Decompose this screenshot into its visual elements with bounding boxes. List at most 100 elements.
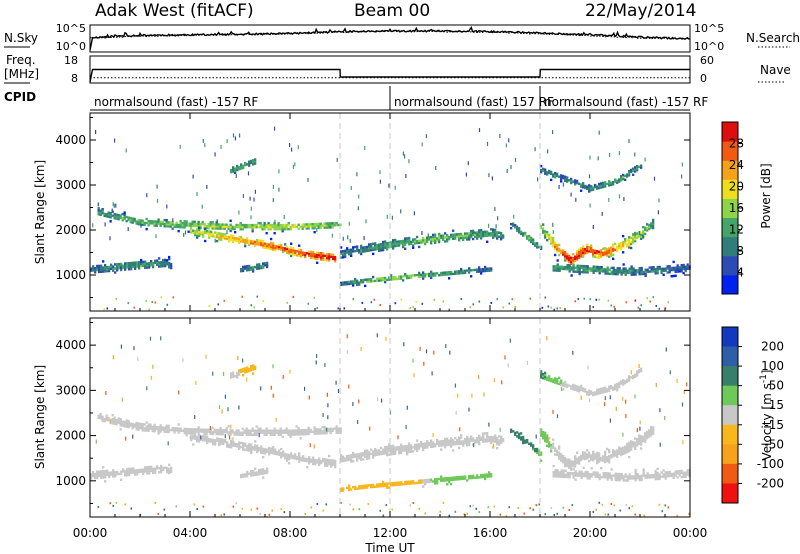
echo-cell	[652, 476, 655, 479]
echo-cell	[103, 214, 106, 217]
echo-cell	[102, 268, 105, 271]
echo-cell	[96, 268, 99, 272]
echo-cell	[596, 461, 599, 465]
echo-cell	[185, 224, 188, 227]
echo-cell	[586, 457, 589, 460]
echo-cell	[342, 487, 345, 490]
echo-cell	[552, 236, 555, 240]
echo-cell	[618, 180, 621, 183]
echo-cell	[380, 277, 383, 280]
echo-cell	[254, 244, 257, 248]
echo-cell	[412, 446, 415, 449]
echo-cell	[500, 439, 503, 442]
echo-cell	[108, 269, 111, 273]
echo-cell	[686, 469, 689, 472]
colorbar-swatch	[722, 405, 738, 426]
echo-cell	[215, 430, 218, 434]
echo-cell	[278, 449, 281, 452]
echo-cell	[179, 226, 182, 229]
echo-cell	[221, 227, 224, 230]
echo-cell	[396, 277, 399, 281]
echo-cell	[236, 445, 239, 448]
echo-cell	[628, 473, 631, 476]
echo-cell	[350, 248, 353, 251]
echo-cell	[152, 467, 155, 470]
echo-cell	[532, 240, 535, 243]
echo-cell	[492, 232, 495, 235]
echo-cell	[250, 470, 253, 473]
echo-cell	[472, 437, 475, 440]
echo-cell	[262, 449, 265, 453]
echo-cell	[444, 479, 447, 482]
echo-cell	[127, 302, 130, 305]
echo-cell	[590, 456, 593, 459]
echo-cell	[374, 447, 377, 451]
echo-cell	[350, 454, 353, 457]
echo-cell	[580, 458, 583, 462]
echo-cell	[592, 269, 595, 272]
echo-cell	[291, 147, 293, 152]
echo-cell	[350, 186, 352, 190]
echo-cell	[146, 468, 149, 471]
echo-cell	[535, 504, 538, 507]
echo-cell	[228, 443, 231, 447]
echo-cell	[206, 184, 208, 189]
echo-cell	[378, 245, 381, 248]
echo-cell	[598, 392, 601, 395]
echo-cell	[316, 461, 319, 464]
echo-cell	[346, 282, 349, 286]
echo-cell	[614, 454, 617, 457]
echo-cell	[468, 269, 471, 272]
echo-cell	[576, 266, 579, 269]
echo-cell	[171, 221, 174, 224]
echo-cell	[450, 272, 453, 276]
echo-cell	[110, 473, 113, 476]
echo-cell	[252, 161, 255, 164]
echo-cell	[450, 235, 453, 239]
echo-cell	[322, 458, 325, 461]
echo-cell	[127, 216, 130, 219]
echo-cell	[547, 149, 549, 154]
echo-cell	[662, 269, 665, 272]
echo-cell	[329, 427, 332, 431]
echo-cell	[205, 432, 208, 435]
echo-cell	[636, 232, 639, 235]
echo-cell	[452, 237, 455, 240]
echo-cell	[582, 457, 585, 460]
echo-cell	[283, 431, 286, 434]
echo-cell	[566, 254, 569, 258]
echo-cell	[600, 253, 603, 256]
echo-cell	[484, 432, 487, 435]
echo-cell	[470, 233, 473, 237]
echo-cell	[396, 240, 399, 243]
echo-cell	[624, 273, 627, 276]
echo-cell	[362, 248, 365, 251]
echo-cell	[589, 203, 591, 208]
echo-cell	[468, 475, 471, 478]
echo-cell	[664, 504, 667, 507]
echo-cell	[544, 375, 547, 379]
echo-cell	[255, 425, 258, 428]
echo-cell	[326, 460, 329, 463]
echo-cell	[166, 263, 169, 266]
echo-cell	[628, 246, 631, 249]
echo-cell	[194, 231, 197, 235]
echo-cell	[390, 445, 393, 448]
echo-cell	[566, 268, 569, 271]
echo-cell	[121, 420, 124, 423]
echo-cell	[198, 228, 201, 231]
echo-cell	[474, 268, 477, 272]
echo-cell	[430, 480, 433, 483]
echo-cell	[628, 269, 631, 272]
echo-cell	[142, 264, 145, 268]
echo-cell	[104, 222, 106, 227]
echo-cell	[115, 215, 118, 218]
echo-cell	[400, 240, 403, 243]
echo-cell	[576, 258, 579, 261]
echo-cell	[592, 473, 595, 476]
echo-cell	[290, 454, 293, 457]
echo-cell	[120, 268, 123, 272]
echo-cell	[101, 208, 104, 211]
echo-cell	[298, 456, 301, 459]
echo-cell	[398, 240, 401, 243]
